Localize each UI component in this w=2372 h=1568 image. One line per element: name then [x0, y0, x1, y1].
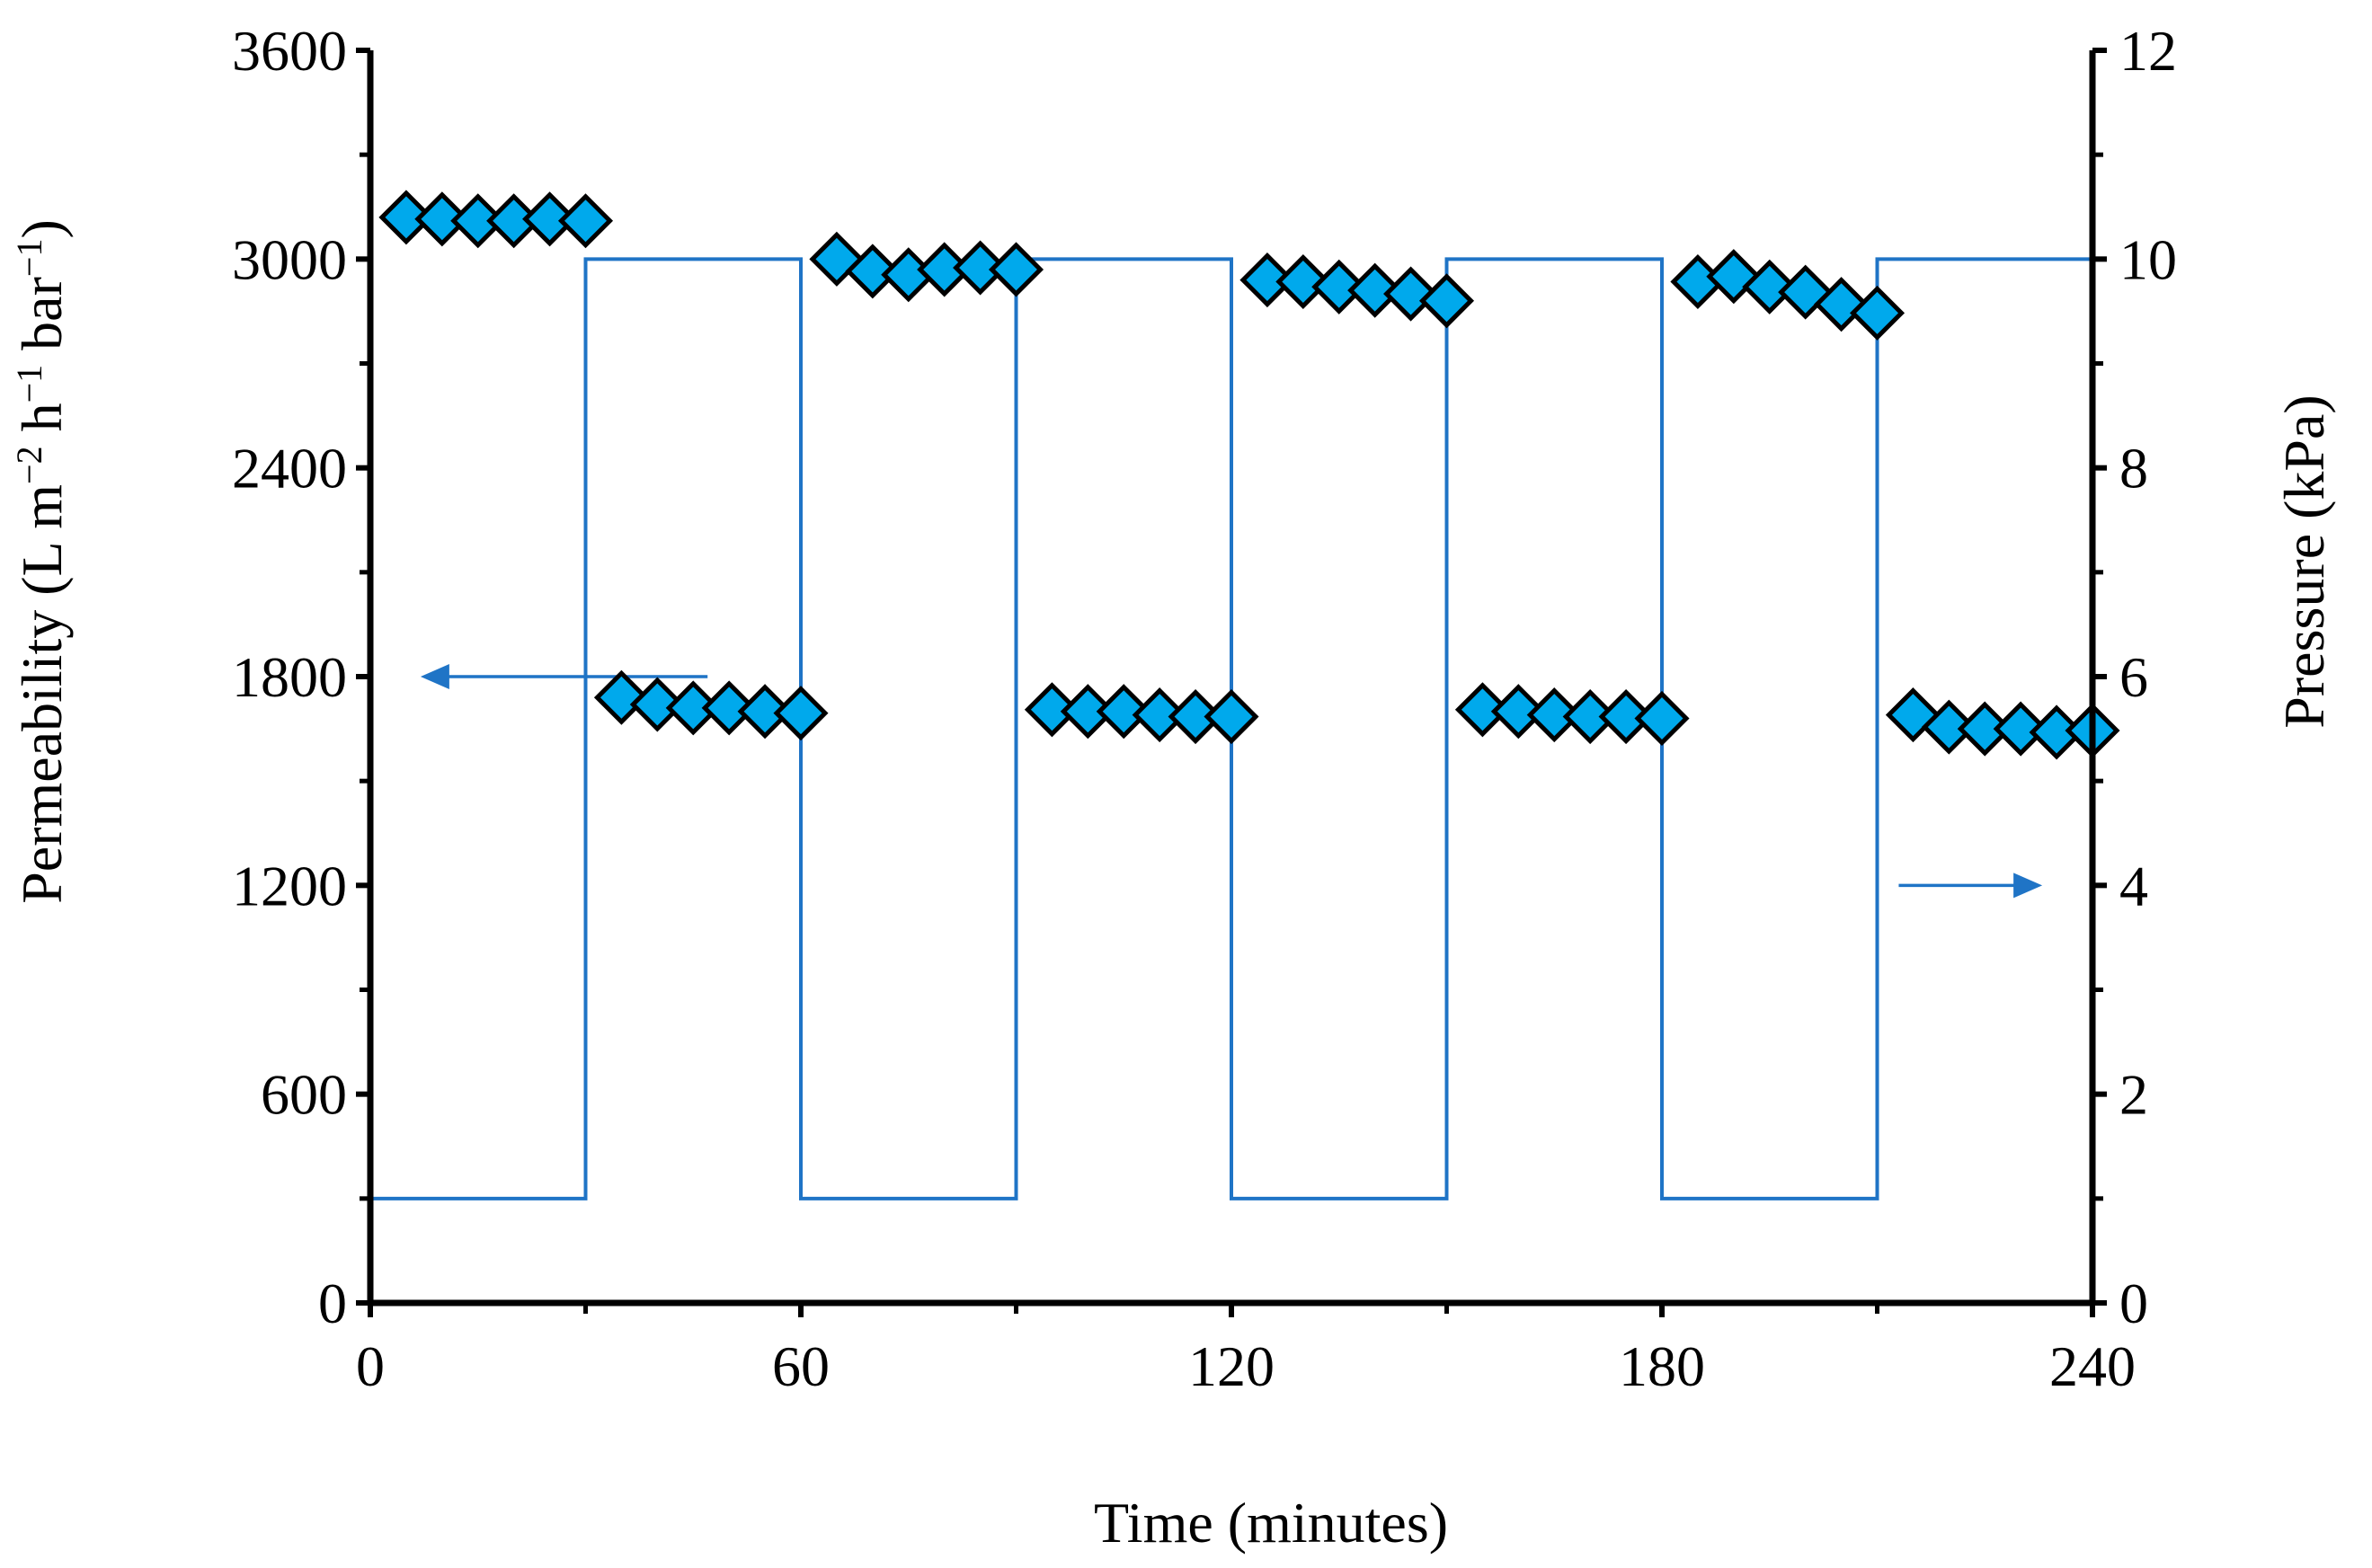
permeability-point — [1060, 684, 1115, 740]
arrow-head — [420, 664, 449, 689]
permeability-point — [1526, 687, 1582, 743]
y-left-title-sup3: −1 — [9, 239, 49, 278]
permeability-point — [1347, 262, 1403, 318]
permeability-point — [1132, 687, 1187, 743]
permeability-point — [1383, 266, 1439, 322]
permeability-point — [1204, 688, 1259, 745]
permeability-point — [1168, 688, 1223, 745]
permeability-point — [414, 191, 470, 247]
permeability-point — [773, 686, 829, 741]
y-right-tick-label: 8 — [2119, 437, 2148, 501]
permeability-point — [1993, 701, 2048, 757]
y-right-tick-label: 6 — [2119, 645, 2148, 709]
permeability-point — [701, 680, 757, 736]
permeability-point — [1921, 699, 1977, 755]
y-left-tick-label: 3600 — [232, 19, 347, 83]
permeability-point — [1598, 688, 1654, 745]
permeability-point — [1418, 273, 1475, 329]
permeability-point — [1096, 684, 1151, 740]
y-right-tick-label: 4 — [2119, 854, 2148, 917]
permeability-series — [378, 190, 2120, 760]
y-left-tick-label: 0 — [318, 1271, 347, 1335]
x-tick-label: 240 — [2049, 1334, 2136, 1398]
y-right-axis-title: Pressure (kPa) — [2272, 394, 2336, 728]
permeability-point — [522, 191, 578, 247]
y-right-tick-label: 0 — [2119, 1271, 2148, 1335]
y-left-title-sup1: −2 — [9, 446, 49, 484]
y-left-title-sup2: −1 — [9, 365, 49, 403]
annotation-arrows — [420, 664, 2043, 899]
permeability-point — [378, 190, 434, 245]
permeability-point — [1454, 682, 1510, 738]
permeability-point — [1742, 259, 1798, 314]
permeability-point — [665, 680, 721, 736]
y-left-axis-title: Permeability (L m−2 h−1 bar−1) — [9, 219, 75, 904]
permeability-point — [1239, 252, 1295, 308]
annotation-arrow-right — [1898, 873, 2043, 899]
y-right-tick-label: 2 — [2119, 1063, 2148, 1127]
permeability-point — [988, 242, 1044, 297]
permeability-point — [1634, 690, 1690, 747]
y-left-title-end: ) — [10, 219, 74, 238]
permeability-point — [1957, 701, 2012, 757]
permeability-point — [1311, 259, 1367, 314]
y-right-tick-label: 12 — [2119, 19, 2177, 83]
permeability-point — [629, 677, 685, 732]
permeability-point — [593, 669, 649, 725]
y-left-tick-label: 1200 — [232, 854, 347, 917]
x-tick-label: 120 — [1188, 1334, 1275, 1398]
permeability-point — [1562, 688, 1618, 745]
x-tick-label: 180 — [1619, 1334, 1705, 1398]
y-right-tick-label: 10 — [2119, 227, 2177, 291]
permeability-point — [1849, 285, 1906, 341]
x-tick-label: 60 — [772, 1334, 830, 1398]
y-left-tick-label: 1800 — [232, 645, 347, 709]
y-left-tick-label: 2400 — [232, 437, 347, 501]
x-axis-title: Time (minutes) — [1094, 1491, 1448, 1555]
arrow-head — [2013, 873, 2043, 899]
y-left-title-mid2: bar — [10, 277, 74, 365]
permeability-point — [1024, 682, 1079, 738]
permeability-point — [557, 193, 614, 249]
y-left-title-main: Permeability (L m — [10, 484, 74, 904]
y-left-tick-label: 3000 — [232, 227, 347, 291]
permeability-point — [1490, 684, 1546, 740]
annotation-arrow-left — [420, 664, 708, 689]
permeability-point — [737, 684, 793, 740]
permeability-point — [845, 244, 901, 299]
permeability-point — [953, 240, 1008, 296]
permeability-point — [1275, 253, 1331, 310]
y-left-tick-label: 600 — [261, 1063, 347, 1127]
permeability-point — [450, 193, 506, 249]
x-tick-label: 0 — [356, 1334, 385, 1398]
y-left-title-mid1: h — [10, 403, 74, 446]
